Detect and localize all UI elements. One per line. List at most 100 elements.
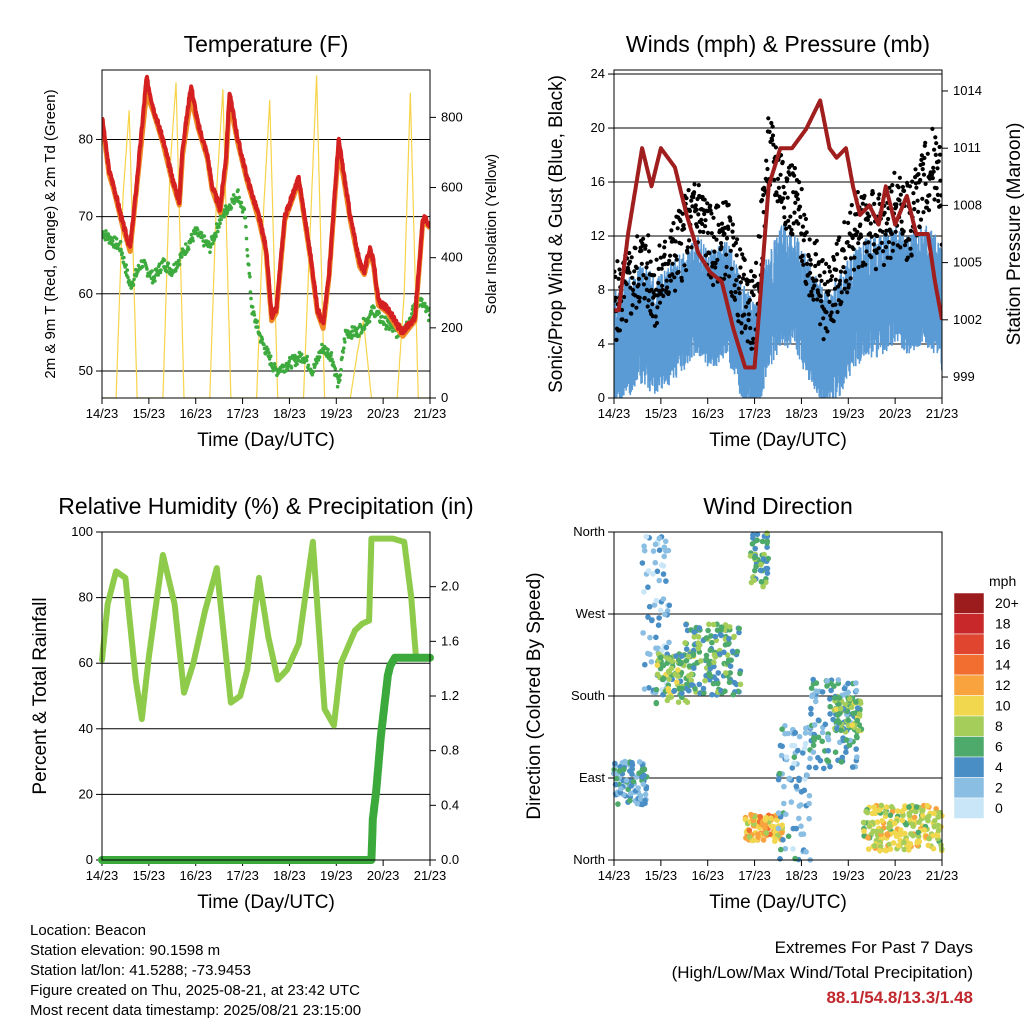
dewpoint-point xyxy=(180,254,184,259)
gust-point xyxy=(926,208,932,213)
x-tick-label: 19/23 xyxy=(320,868,353,883)
gust-point xyxy=(862,193,867,198)
wind-direction-point xyxy=(701,690,707,696)
gust-point xyxy=(708,203,713,208)
gust-point xyxy=(709,211,714,216)
wind-direction-point xyxy=(692,685,698,692)
dewpoint-point xyxy=(380,314,384,319)
gust-point xyxy=(937,152,942,157)
wind-direction-point xyxy=(695,645,702,652)
gust-point xyxy=(804,230,809,235)
gust-point xyxy=(646,249,652,254)
wind-direction-point xyxy=(827,696,833,702)
wind-direction-point xyxy=(843,737,850,743)
gust-point xyxy=(675,226,680,231)
dewpoint-point xyxy=(330,357,334,362)
gust-point xyxy=(917,225,922,230)
wind-direction-point xyxy=(718,632,724,639)
wind-direction-point xyxy=(660,571,667,577)
wind-direction-point xyxy=(665,547,672,554)
wind-direction-point xyxy=(895,831,902,838)
gust-point xyxy=(884,228,889,233)
wind-direction-point xyxy=(894,808,901,814)
wind-direction-point xyxy=(778,846,784,853)
dewpoint-point xyxy=(245,254,250,258)
gust-point xyxy=(855,229,860,234)
y-tick-label: East xyxy=(579,770,605,785)
gust-point xyxy=(919,153,925,158)
dewpoint-point xyxy=(316,358,321,362)
dewpoint-point xyxy=(186,247,191,251)
gust-point xyxy=(915,198,920,203)
gust-point xyxy=(931,165,936,170)
wind-direction-point xyxy=(790,846,796,852)
wind-direction-point xyxy=(873,828,880,835)
wind-direction-point xyxy=(913,804,920,810)
gust-point xyxy=(923,140,928,145)
dewpoint-point xyxy=(125,268,130,272)
gust-point xyxy=(703,253,709,258)
wind-direction-point xyxy=(800,750,806,756)
gust-point xyxy=(751,336,756,341)
gust-point xyxy=(707,251,712,256)
wind-direction-point xyxy=(711,652,718,658)
gust-point xyxy=(738,280,744,285)
wind-direction-point xyxy=(782,845,789,852)
x-tick-label: 16/23 xyxy=(179,868,212,883)
dewpoint-point xyxy=(199,231,204,235)
dewpoint-point xyxy=(342,346,346,351)
x-tick-label: 21/23 xyxy=(414,406,447,421)
gust-point xyxy=(788,214,793,219)
dewpoint-point xyxy=(247,271,252,276)
gust-point xyxy=(631,281,636,286)
wind-direction-point xyxy=(754,531,761,538)
wind-direction-point xyxy=(641,589,647,595)
wind-direction-point xyxy=(765,555,771,562)
wind-direction-point xyxy=(865,846,872,852)
wind-direction-point xyxy=(815,734,822,741)
dewpoint-point xyxy=(252,313,257,317)
gust-point xyxy=(713,265,718,270)
wind-direction-point xyxy=(892,820,898,827)
wind-direction-point xyxy=(854,754,860,760)
gust-point xyxy=(714,237,719,242)
wind-direction-point xyxy=(861,828,867,834)
gust-point xyxy=(908,246,913,251)
y2-tick-label: 0.0 xyxy=(441,852,459,867)
dewpoint-point xyxy=(331,360,335,365)
gust-point xyxy=(814,238,819,243)
gust-point xyxy=(827,299,832,304)
dewpoint-point xyxy=(351,329,355,333)
wind-direction-point xyxy=(667,694,674,700)
gust-point xyxy=(896,185,901,190)
gust-point xyxy=(901,229,906,234)
gust-point xyxy=(824,261,829,266)
gust-point xyxy=(705,201,710,206)
wind-direction-point xyxy=(824,734,831,740)
wind-direction-point xyxy=(663,578,669,584)
y-tick-label: 70 xyxy=(79,209,93,224)
gust-point xyxy=(897,175,903,180)
gust-point xyxy=(746,312,752,317)
wind-direction-point xyxy=(751,837,757,843)
x-tick-label: 17/23 xyxy=(738,868,771,883)
plot-area xyxy=(98,535,434,864)
gust-point xyxy=(745,282,750,287)
plot-area xyxy=(102,74,430,398)
gust-point xyxy=(742,312,747,317)
wind-direction-point xyxy=(621,766,627,773)
gust-point xyxy=(741,272,747,277)
gust-point xyxy=(808,257,813,262)
gust-point xyxy=(902,188,907,193)
gust-point xyxy=(749,346,754,351)
gust-point xyxy=(646,298,651,303)
wind-direction-point xyxy=(700,685,707,692)
wind-direction-point xyxy=(654,568,661,575)
gust-point xyxy=(881,249,886,254)
gust-point xyxy=(932,147,937,152)
wind-direction-point xyxy=(836,695,843,701)
gust-point xyxy=(650,302,655,307)
wind-direction-point xyxy=(714,680,721,687)
wind-direction-point xyxy=(876,807,883,814)
legend-label: 20+ xyxy=(995,595,1019,611)
